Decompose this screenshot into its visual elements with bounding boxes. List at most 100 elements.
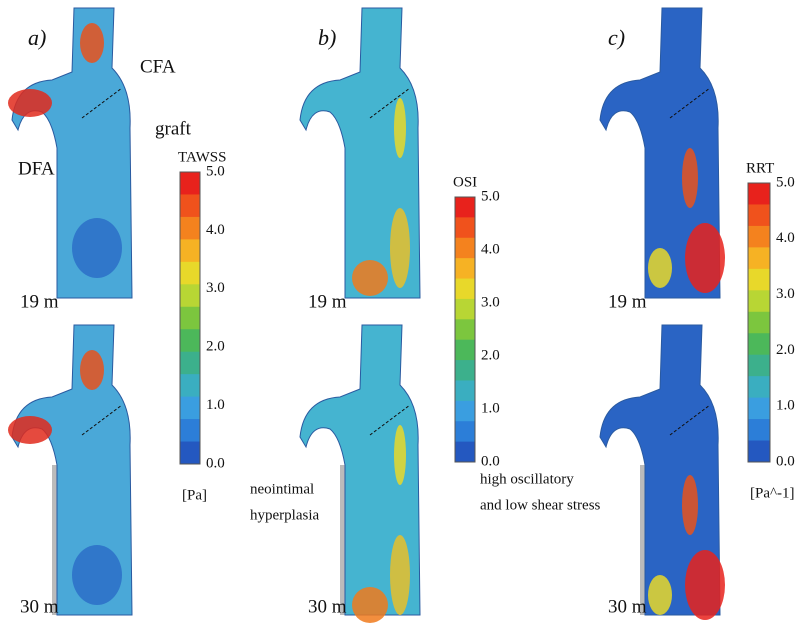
colorbar-band <box>455 421 475 442</box>
colorbar-tick-label: 5.0 <box>776 174 795 190</box>
contour-patch <box>390 535 410 615</box>
colorbar-band <box>748 355 770 377</box>
colorbar-tick-label: 1.0 <box>481 400 500 416</box>
colorbar-band <box>455 340 475 361</box>
colorbar-band <box>455 401 475 422</box>
colorbar-title: OSI <box>453 174 477 190</box>
colorbar-band <box>180 284 200 307</box>
panel-label: c) <box>608 25 625 50</box>
vessel <box>8 8 132 298</box>
contour-patch <box>352 587 388 623</box>
time-label: 30 m <box>308 596 347 617</box>
colorbar-band <box>180 352 200 375</box>
colorbar-band <box>748 290 770 312</box>
panel-label: a) <box>28 25 46 50</box>
colorbar-band <box>748 441 770 463</box>
colorbar-band <box>748 269 770 291</box>
colorbar-tick-label: 0.0 <box>776 453 795 469</box>
colorbar-tick-label: 4.0 <box>776 230 795 246</box>
colorbar-tick-label: 2.0 <box>481 347 500 363</box>
colorbar-unit: [Pa] <box>182 487 207 503</box>
contour-patch <box>72 545 122 605</box>
annotation: hyperplasia <box>250 507 319 523</box>
colorbar-title: RRT <box>746 160 774 176</box>
vessel <box>600 325 725 620</box>
colorbar-band <box>748 398 770 420</box>
contour-patch <box>80 350 104 390</box>
colorbar-band <box>455 319 475 340</box>
contour-patch <box>394 98 406 158</box>
panel-label: b) <box>318 25 336 50</box>
contour-patch <box>390 208 410 288</box>
colorbar-band <box>180 419 200 442</box>
contour-patch <box>685 223 725 293</box>
contour-patch <box>394 425 406 485</box>
vessel <box>8 325 132 615</box>
colorbar-band <box>455 360 475 381</box>
colorbar-tick-label: 0.0 <box>206 455 225 471</box>
colorbar-band <box>180 374 200 397</box>
annotation: graft <box>155 118 192 139</box>
contour-patch <box>352 260 388 296</box>
vessel <box>300 8 420 298</box>
colorbar-band <box>180 262 200 285</box>
colorbar-band <box>180 329 200 352</box>
colorbar-band <box>180 307 200 330</box>
colorbar-tick-label: 2.0 <box>776 342 795 358</box>
colorbar-tick-label: 5.0 <box>481 188 500 204</box>
colorbar-unit: [Pa^-1] <box>750 485 795 501</box>
colorbar-band <box>748 183 770 205</box>
colorbar-band <box>180 239 200 262</box>
colorbar-band <box>180 217 200 240</box>
colorbar-tick-label: 3.0 <box>481 294 500 310</box>
colorbar-band <box>748 204 770 226</box>
colorbar-band <box>180 194 200 217</box>
colorbar-band <box>180 397 200 420</box>
time-label: 19 m <box>308 291 347 312</box>
colorbar-band <box>180 442 200 465</box>
annotation: DFA <box>18 158 55 179</box>
colorbar-band <box>748 419 770 441</box>
colorbar-band <box>455 258 475 279</box>
annotation: CFA <box>140 56 176 77</box>
colorbar-tick-label: 5.0 <box>206 163 225 179</box>
contour-patch <box>80 23 104 63</box>
annotation: neointimal <box>250 481 314 497</box>
colorbar-tick-label: 3.0 <box>776 286 795 302</box>
colorbar-band <box>748 333 770 355</box>
contour-patch <box>72 218 122 278</box>
colorbar-tick-label: 2.0 <box>206 339 225 355</box>
colorbar-tick-label: 4.0 <box>206 222 225 238</box>
contour-patch <box>648 248 672 288</box>
colorbar-tick-label: 3.0 <box>206 280 225 296</box>
colorbar-band <box>455 442 475 463</box>
colorbar-band <box>748 226 770 248</box>
time-label: 30 m <box>608 596 647 617</box>
time-label: 30 m <box>20 596 59 617</box>
colorbar-tick-label: 1.0 <box>776 398 795 414</box>
colorbar-band <box>455 299 475 320</box>
time-label: 19 m <box>20 291 59 312</box>
colorbar-tick-label: 0.0 <box>481 453 500 469</box>
contour-patch <box>648 575 672 615</box>
contour-patch <box>682 475 698 535</box>
colorbar-band <box>455 380 475 401</box>
annotation: and low shear stress <box>480 497 601 513</box>
vessel <box>600 8 725 298</box>
colorbar-band <box>455 217 475 238</box>
colorbar-tick-label: 4.0 <box>481 241 500 257</box>
colorbar-band <box>748 376 770 398</box>
contour-patch <box>8 89 52 117</box>
contour-patch <box>8 416 52 444</box>
vessel <box>300 325 420 623</box>
colorbar-band <box>455 279 475 300</box>
colorbar-band <box>748 312 770 334</box>
contour-patch <box>682 148 698 208</box>
figure: 19 m30 ma)TAWSS5.04.03.02.01.00.0[Pa]CFA… <box>0 0 808 624</box>
colorbar-band <box>455 238 475 259</box>
colorbar-band <box>455 197 475 218</box>
colorbar-band <box>748 247 770 269</box>
time-label: 19 m <box>608 291 647 312</box>
colorbar-band <box>180 172 200 195</box>
annotation: high oscillatory <box>480 471 574 487</box>
